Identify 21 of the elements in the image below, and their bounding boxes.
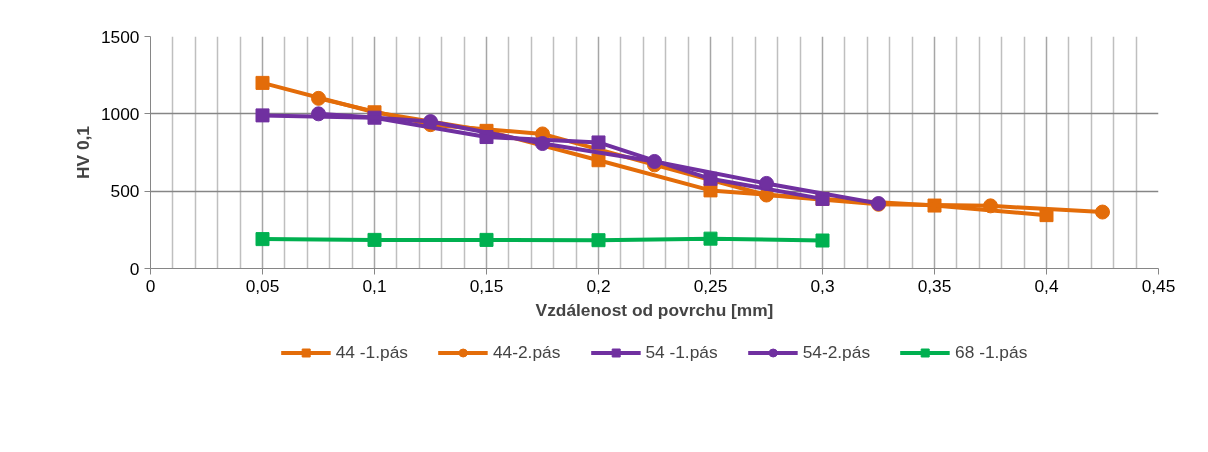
- x-tick-label: 0,4: [1034, 275, 1059, 296]
- x-tick-label: 0,45: [1141, 275, 1176, 296]
- legend-label: 54-2.pás: [802, 341, 871, 363]
- y-tick-label: 500: [110, 181, 140, 202]
- x-tick-label: 0,05: [245, 275, 280, 296]
- legend-label: 54 -1.pás: [645, 341, 718, 363]
- x-tick-label: 0,1: [362, 275, 387, 296]
- x-axis-title: Vzdálenost od povrchu [mm]: [535, 299, 774, 320]
- legend-label: 44-2.pás: [492, 341, 561, 363]
- x-tick-label: 0,2: [586, 275, 611, 296]
- x-tick-label: 0,35: [917, 275, 952, 296]
- x-tick-label: 0,3: [810, 275, 835, 296]
- y-axis-title: HV 0,1: [72, 125, 93, 179]
- x-tick-label: 0: [145, 275, 156, 296]
- x-tick-label: 0,25: [693, 275, 728, 296]
- y-tick-label: 1000: [100, 103, 140, 124]
- legend-label: 68 -1.pás: [955, 341, 1028, 363]
- legend-label: 44 -1.pás: [335, 341, 408, 363]
- x-tick-label: 0,15: [469, 275, 504, 296]
- y-tick-label: 1500: [100, 26, 140, 47]
- y-tick-label: 0: [129, 258, 140, 279]
